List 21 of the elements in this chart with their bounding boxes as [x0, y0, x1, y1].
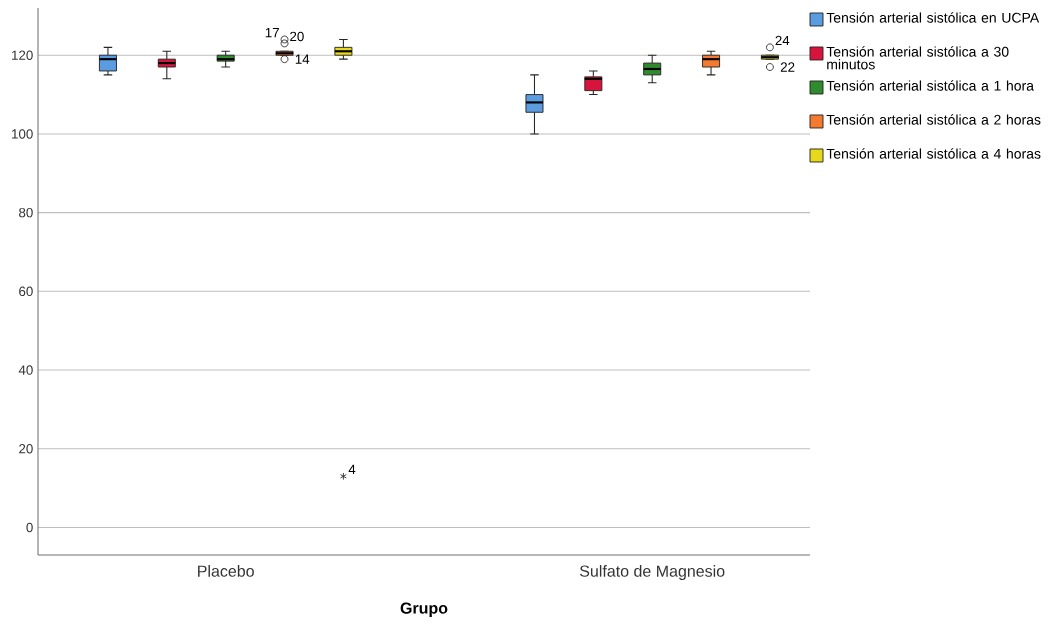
annotation: 17 [265, 28, 279, 38]
legend-label: Tensión arterial sistólica a 4 horas [826, 148, 1041, 159]
x-tick-label: Sulfato de Magnesio [579, 565, 725, 580]
annotation: 24 [775, 35, 790, 46]
legend-label: Tensión arterial sistólica a 1 hora [826, 80, 1034, 91]
x-tick-label: Placebo [198, 565, 254, 577]
y-tick-label: 0 [26, 522, 33, 533]
y-tick-label: 120 [12, 50, 33, 60]
annotation: 22 [780, 62, 795, 72]
y-tick-label: 20 [19, 444, 33, 454]
y-tick-label: 40 [18, 365, 33, 375]
annotation: 4 [348, 464, 356, 475]
y-tick-label: 100 [12, 129, 33, 139]
legend-label: Tensión arterial sistólica a 2 horas [826, 114, 1041, 125]
x-axis-title: Grupo [400, 602, 448, 617]
annotation: 20 [290, 31, 304, 42]
annotation: 14 [295, 54, 310, 64]
legend-label: Tensión arterial sistólica en UCPA [826, 12, 1040, 23]
y-tick-label: 60 [19, 286, 33, 297]
y-tick-label: 80 [19, 207, 33, 218]
legend-label: Tensión arterial sistólica a 30 minutos [826, 46, 1009, 70]
